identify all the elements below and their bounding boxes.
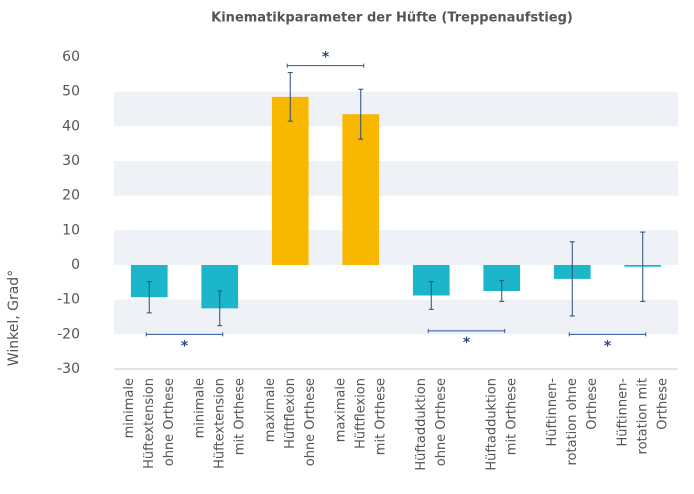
grid-band [114,230,678,265]
x-tick-label: Hüftadduktion [414,378,429,471]
significance-label: * [604,338,612,354]
significance-label: * [463,335,471,351]
y-tick-label: 50 [62,84,80,100]
x-tick-label: Hüftadduktion [484,378,499,471]
x-tick-label: ohne Orthese [162,378,177,466]
x-tick-label: Orthese [585,378,600,430]
grid-band [114,91,678,127]
grid-band [114,299,678,335]
y-tick-label: -20 [57,326,80,342]
significance-label: * [322,50,330,66]
x-tick-label: Orthese [655,378,670,430]
x-tick-label: ohne Orthese [434,378,449,466]
y-tick-label: 20 [62,188,80,204]
x-tick-label: Hüftextension [212,378,227,469]
chart-title: Kinematikparameter der Hüfte (Treppenauf… [211,11,573,26]
x-tick-label: rotation ohne [565,378,580,466]
y-tick-label: -10 [57,292,80,308]
y-tick-label: -30 [57,361,80,377]
y-tick-label: 10 [62,222,80,238]
bar [271,96,309,265]
x-tick-label: ohne Orthese [303,378,318,466]
x-tick-label: rotation mit [635,378,650,454]
y-tick-label: 30 [62,153,80,169]
y-axis-label: Winkel, Grad° [6,270,22,366]
grid-band [114,161,678,196]
x-tick-label: Hüftflexion [283,378,298,449]
x-tick-label: Hüftinnen- [615,378,630,447]
x-tick-label: Hüftextension [142,378,157,469]
significance-label: * [181,338,189,354]
y-tick-label: 40 [62,118,80,134]
y-tick-label: 60 [62,49,80,65]
x-tick-label: Hüftinnen- [545,378,560,447]
x-tick-label: maximale [263,378,278,442]
x-tick-label: mit Orthese [504,378,519,455]
x-tick-label: mit Orthese [232,378,247,455]
x-tick-label: mit Orthese [373,378,388,455]
x-tick-label: minimale [192,378,207,438]
x-tick-label: Hüftflexion [353,378,368,449]
x-tick-label: minimale [122,378,137,438]
y-tick-label: 0 [71,257,80,273]
x-tick-label: maximale [333,378,348,442]
